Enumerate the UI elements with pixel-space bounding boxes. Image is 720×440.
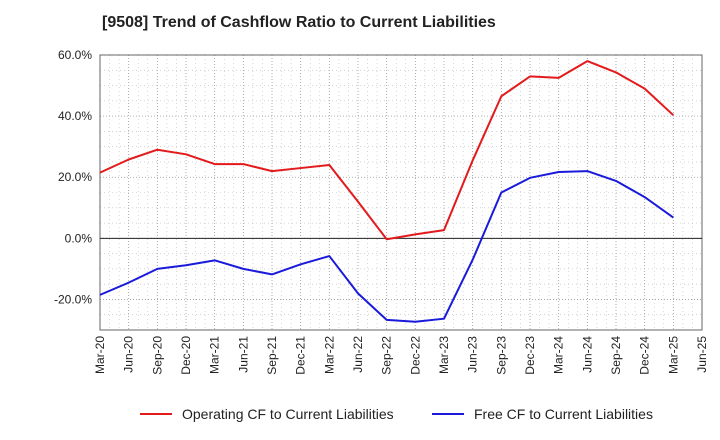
y-axis-ticks: -20.0% 0.0% 20.0% 40.0% 60.0% (54, 48, 92, 306)
legend-label: Free CF to Current Liabilities (474, 406, 653, 422)
chart-title: [9508] Trend of Cashflow Ratio to Curren… (102, 14, 496, 31)
x-tick-label: Sep-20 (150, 336, 164, 375)
x-tick-label: Mar-21 (208, 336, 222, 374)
x-tick-label: Mar-24 (552, 336, 566, 374)
x-tick-label: Jun-23 (466, 336, 480, 373)
y-tick-label: -20.0% (54, 292, 92, 306)
series-lines (99, 60, 675, 323)
x-tick-label: Sep-21 (265, 336, 279, 375)
x-tick-label: Jun-22 (351, 336, 365, 373)
grid-lines (99, 54, 703, 331)
x-tick-label: Dec-21 (294, 336, 308, 375)
legend-label: Operating CF to Current Liabilities (182, 406, 394, 422)
x-tick-label: Jun-25 (695, 336, 709, 373)
y-tick-label: 0.0% (65, 231, 93, 245)
x-tick-label: Dec-22 (408, 336, 422, 375)
y-tick-label: 60.0% (58, 48, 92, 62)
x-tick-label: Jun-21 (236, 336, 250, 373)
y-tick-label: 20.0% (58, 170, 92, 184)
x-tick-label: Mar-22 (322, 336, 336, 374)
x-tick-label: Sep-22 (380, 336, 394, 375)
x-tick-label: Dec-23 (523, 336, 537, 375)
plot-frame (99, 54, 703, 331)
x-tick-label: Dec-24 (638, 336, 652, 375)
x-tick-label: Mar-20 (93, 336, 107, 374)
y-tick-label: 40.0% (58, 109, 92, 123)
x-tick-label: Sep-23 (494, 336, 508, 375)
series-line (99, 60, 675, 241)
x-tick-label: Mar-23 (437, 336, 451, 374)
x-tick-label: Jun-20 (122, 336, 136, 373)
x-tick-label: Mar-25 (666, 336, 680, 374)
x-tick-label: Dec-20 (179, 336, 193, 375)
series-line (99, 170, 674, 323)
x-tick-label: Jun-24 (580, 336, 594, 373)
x-tick-label: Sep-24 (609, 336, 623, 375)
x-axis-ticks: Mar-20 Jun-20 Sep-20 Dec-20 Mar-21 Jun-21 Sep-… (93, 336, 709, 375)
legend: Operating CF to Current Liabilities Free … (140, 406, 653, 422)
